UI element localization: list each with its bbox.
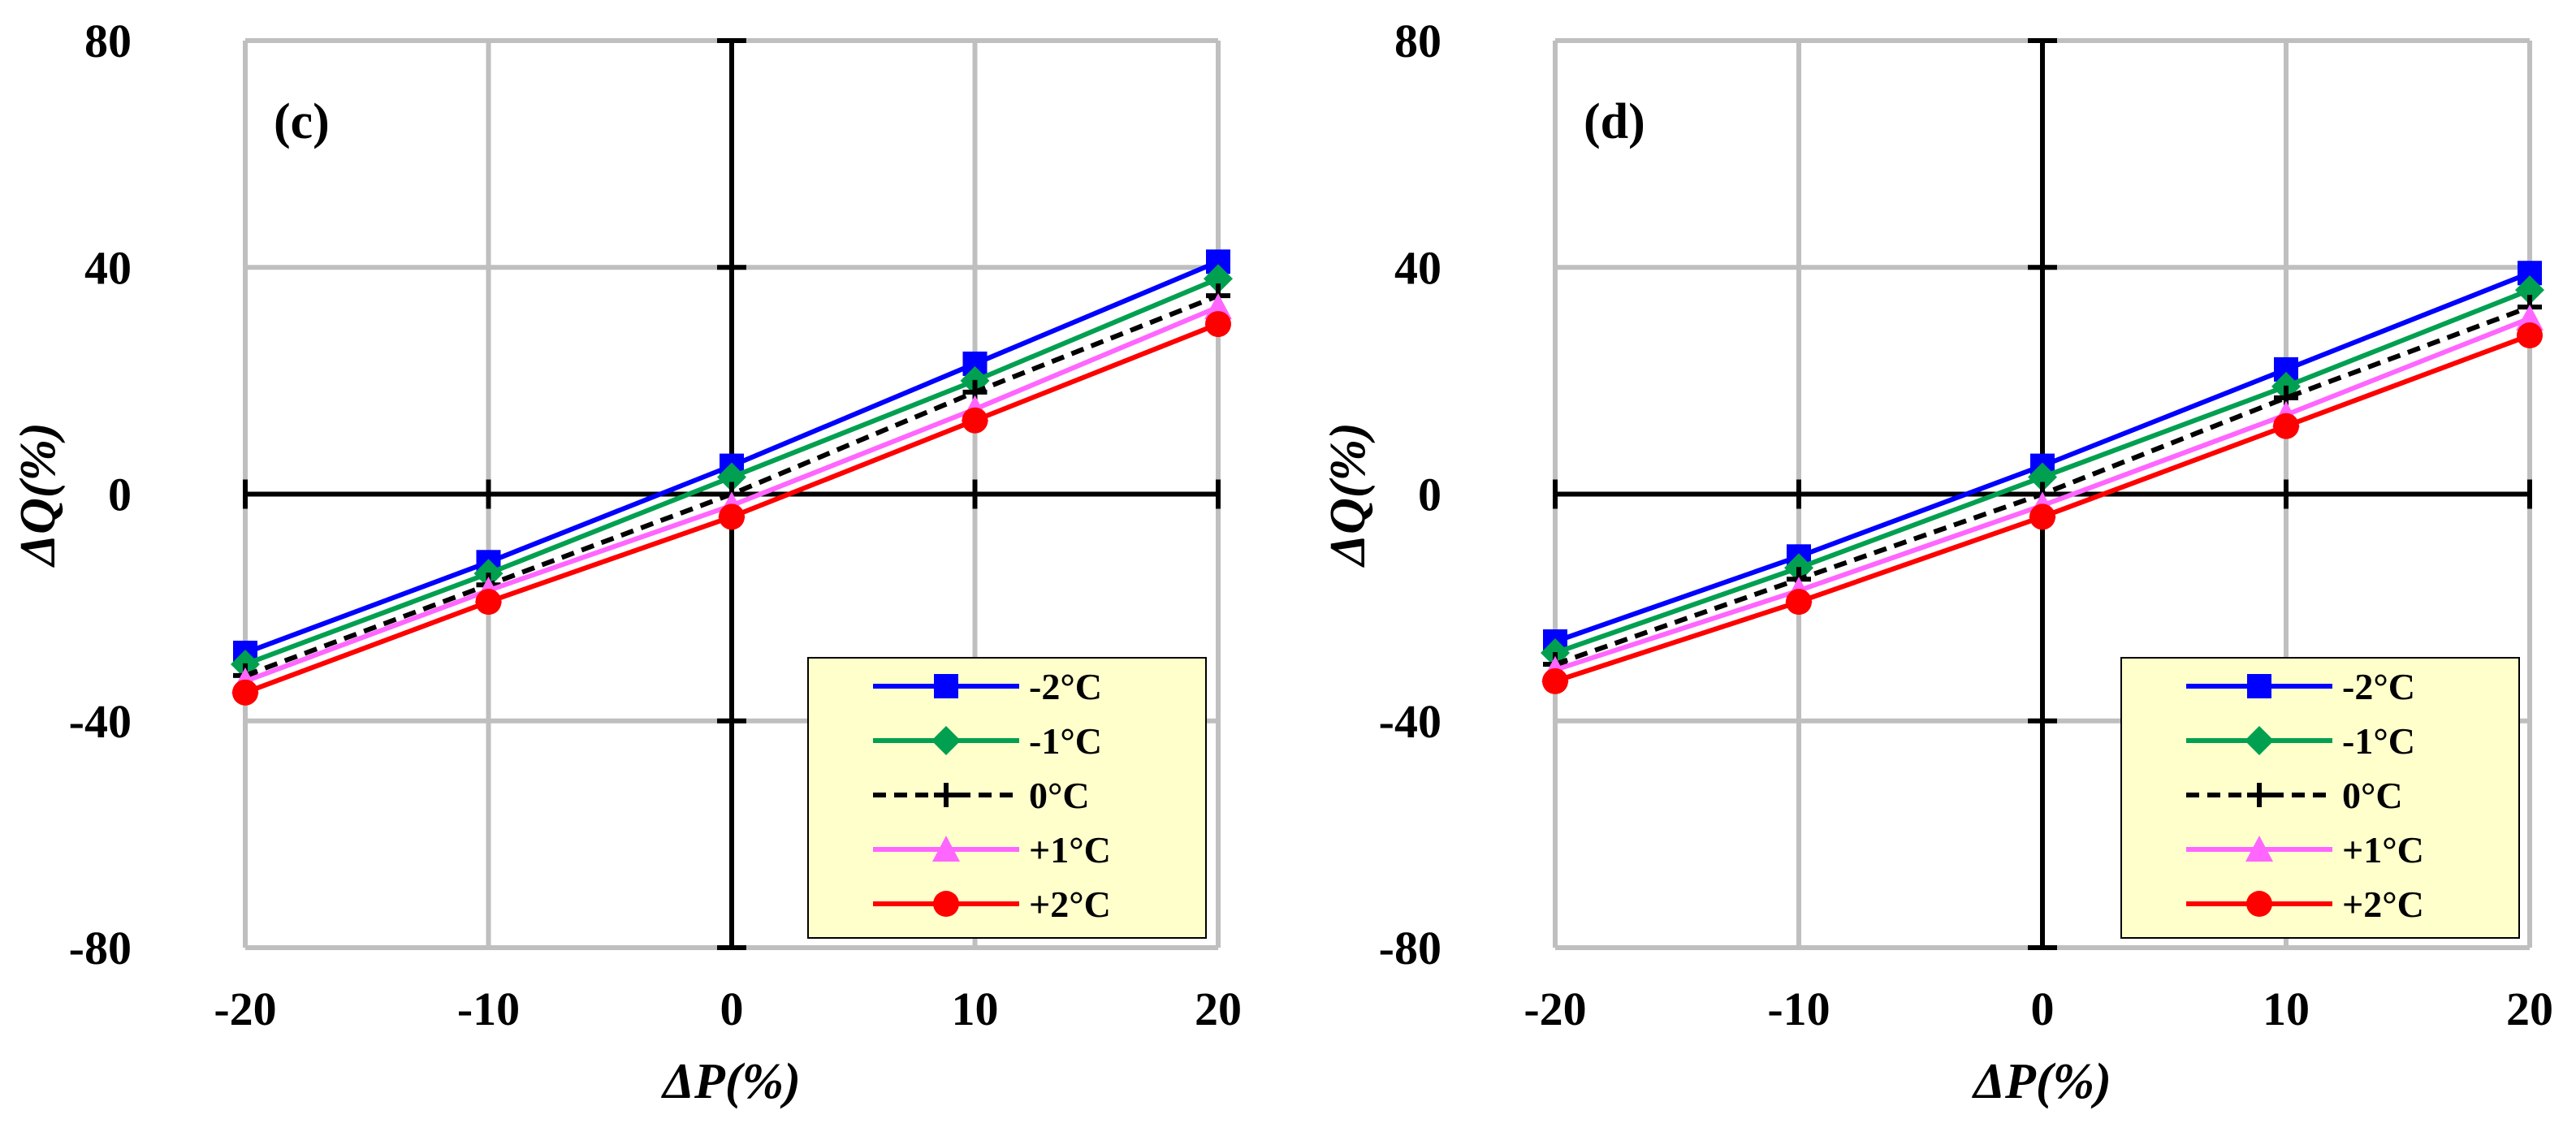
legend-marker (932, 836, 960, 862)
data-point (1542, 668, 1568, 694)
legend-marker (2246, 891, 2272, 917)
data-point (962, 407, 988, 434)
legend: -2°C -1°C 0°C +1°C +2°C (807, 657, 1207, 939)
y-tick-label: -40 (1379, 695, 1441, 748)
x-tick-label: -10 (457, 983, 520, 1035)
data-point (717, 462, 746, 492)
legend-marker (2247, 674, 2271, 698)
data-point (2516, 305, 2544, 331)
panel-label: (c) (274, 94, 330, 149)
data-point (1205, 311, 1231, 338)
y-tick-label: 40 (84, 241, 132, 294)
y-tick-label: -40 (69, 695, 132, 748)
x-tick-label: 20 (2506, 983, 2553, 1035)
data-point (475, 589, 502, 616)
x-tick-label: 10 (2263, 983, 2310, 1035)
legend-label: +2°C (2342, 884, 2424, 925)
legend-marker (931, 726, 961, 755)
series-+2°C (232, 311, 1231, 706)
legend-marker (2245, 836, 2273, 862)
data-point (2029, 503, 2055, 530)
y-axis-label: ΔQ(%) (1320, 422, 1376, 568)
legend-label: +1°C (1029, 829, 1111, 871)
data-point (1204, 264, 1233, 294)
x-tick-label: -20 (1524, 983, 1586, 1035)
legend-label: +2°C (1029, 884, 1111, 925)
legend-label: 0°C (1029, 775, 1090, 816)
legend-box (807, 657, 1207, 939)
chart-panel-d: -20 -10 0 10 2080400-40-80ΔP(%)ΔQ(%)(d)-2°C-… (1320, 15, 2553, 1109)
legend-marker (933, 891, 959, 917)
y-tick-label: 0 (1418, 469, 1441, 521)
legend-marker (2247, 783, 2271, 807)
data-point (232, 679, 258, 706)
series-+2°C (1542, 322, 2543, 694)
legend-marker (934, 783, 958, 807)
legend-marker (934, 674, 958, 698)
y-tick-label: 40 (1394, 241, 1441, 294)
legend-box (2120, 657, 2520, 939)
legend-label: -2°C (2342, 666, 2415, 707)
y-tick-label: 0 (108, 469, 132, 521)
x-tick-label: 20 (1195, 983, 1242, 1035)
x-axis-label: ΔP(%) (1971, 1054, 2111, 1109)
data-point (2273, 413, 2299, 439)
legend: -2°C -1°C 0°C +1°C +2°C (2120, 657, 2520, 939)
data-point (2028, 462, 2057, 492)
x-tick-label: -20 (214, 983, 276, 1035)
x-tick-label: -10 (1767, 983, 1830, 1035)
data-point (1786, 589, 1812, 616)
legend-label: -1°C (2342, 720, 2415, 762)
x-tick-label: 0 (720, 983, 744, 1035)
x-axis-label: ΔP(%) (660, 1054, 801, 1109)
panel-label: (d) (1584, 94, 1645, 149)
y-tick-label: -80 (69, 922, 132, 974)
chart-panel-c: -20 -10 0 10 2080400-40-80ΔP(%)ΔQ(%)(c)-2°C-… (11, 15, 1242, 1109)
data-point (2515, 275, 2544, 305)
legend-label: -2°C (1029, 666, 1102, 707)
legend-label: +1°C (2342, 829, 2424, 871)
x-tick-label: 0 (2031, 983, 2055, 1035)
data-point (2517, 322, 2543, 349)
x-tick-label: 10 (952, 983, 999, 1035)
legend-label: -1°C (1029, 720, 1102, 762)
y-axis-label: ΔQ(%) (11, 422, 66, 568)
y-tick-label: 80 (84, 15, 132, 67)
y-tick-label: -80 (1379, 922, 1441, 974)
data-point (719, 503, 745, 530)
y-tick-label: 80 (1394, 15, 1441, 67)
data-point (1204, 293, 1232, 320)
legend-marker (2245, 726, 2274, 755)
legend-label: 0°C (2342, 775, 2403, 816)
